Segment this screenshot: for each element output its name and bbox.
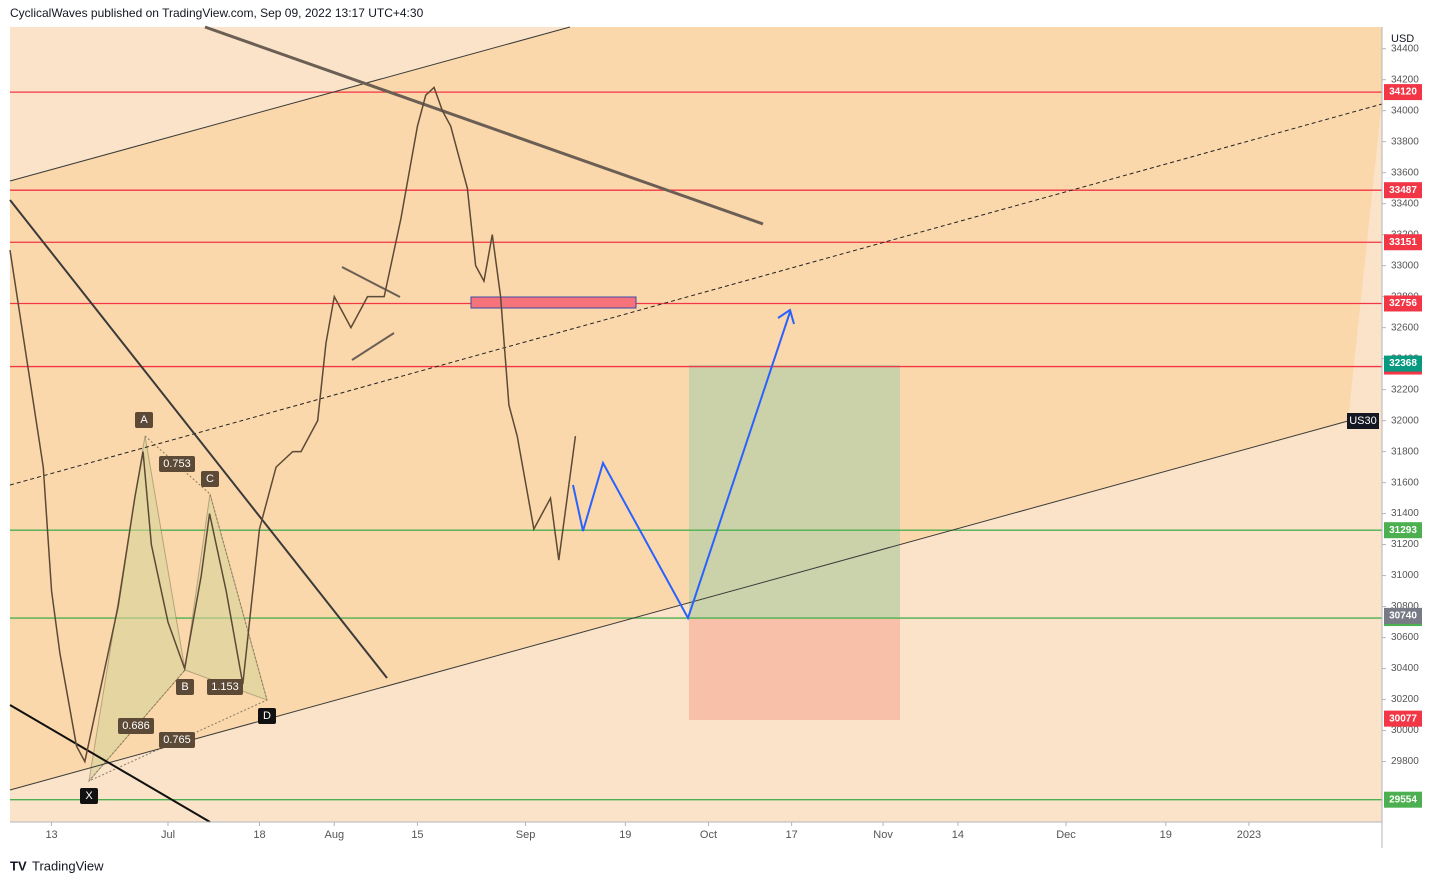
stop-zone <box>689 618 900 720</box>
y-tick-label: 30400 <box>1391 663 1419 674</box>
pattern-label-box <box>159 456 195 472</box>
pattern-label-box <box>159 732 195 748</box>
trend-line <box>204 25 764 226</box>
pattern-label: C <box>206 473 214 485</box>
currency: USD <box>1391 33 1414 45</box>
y-tick-label: 34200 <box>1391 74 1419 85</box>
y-tick-label: 32000 <box>1391 415 1419 426</box>
price-badge <box>1384 710 1422 727</box>
pattern-label: 0.753 <box>163 458 191 470</box>
price-badge <box>1384 607 1422 624</box>
y-tick-label: 34000 <box>1391 105 1419 116</box>
y-tick-label: 32600 <box>1391 322 1419 333</box>
x-tick-label: Jul <box>161 829 175 841</box>
x-tick-label: Nov <box>873 829 893 841</box>
header-title: CyclicalWaves published on TradingView.c… <box>10 6 424 20</box>
y-tick-label: 33400 <box>1391 198 1419 209</box>
pattern-label-box <box>207 679 243 695</box>
trend-line <box>9 199 388 679</box>
x-tick-label: Dec <box>1056 829 1076 841</box>
x-tick-label: 19 <box>1160 829 1172 841</box>
y-tick-label: 33600 <box>1391 167 1419 178</box>
price-badge-label: 30740 <box>1389 611 1417 622</box>
price-line <box>9 86 577 764</box>
symbol: US30 <box>1349 415 1377 427</box>
footer-brand: TradingView <box>32 858 104 873</box>
price-badge <box>1384 522 1422 539</box>
pattern-label: X <box>85 790 93 802</box>
x-tick-label: 2023 <box>1237 829 1261 841</box>
target-zone <box>689 365 900 618</box>
pattern-ratios <box>88 435 268 782</box>
x-tick-label: 15 <box>411 829 423 841</box>
x-tick-label: Sep <box>516 829 536 841</box>
price-badge <box>1384 234 1422 251</box>
y-tick-label: 33800 <box>1391 136 1419 147</box>
y-tick-label: 30800 <box>1391 601 1419 612</box>
pattern-label: A <box>140 414 148 426</box>
price-badge <box>1384 295 1422 312</box>
pattern-label: B <box>181 681 188 693</box>
y-tick-label: 31400 <box>1391 508 1419 519</box>
channel-lower <box>9 420 1349 791</box>
x-tick-label: Aug <box>325 829 345 841</box>
price-badge-label: 31293 <box>1389 525 1417 536</box>
price-badge-label: 30077 <box>1389 713 1417 724</box>
y-tick-label: 34400 <box>1391 43 1419 54</box>
x-tick-label: Oct <box>700 829 717 841</box>
price-badge-label: 34120 <box>1389 87 1417 98</box>
pattern-label: D <box>263 710 271 722</box>
price-badge-label: 32368 <box>1389 358 1417 369</box>
price-badge <box>1384 84 1422 101</box>
price-badge <box>1384 791 1422 808</box>
y-tick-label: 30200 <box>1391 694 1419 705</box>
y-tick-label: 30600 <box>1391 632 1419 643</box>
price-badge <box>1384 182 1422 199</box>
price-badge-label: 33487 <box>1389 185 1417 196</box>
projection-path <box>572 311 791 621</box>
x-tick-label: 13 <box>45 829 57 841</box>
y-tick-label: 32200 <box>1391 384 1419 395</box>
x-tick-label: 17 <box>785 829 797 841</box>
price-badge <box>1384 355 1422 372</box>
symbol-badge <box>1347 413 1379 429</box>
y-tick-label: 31600 <box>1391 477 1419 488</box>
price-badge-label: 32756 <box>1389 298 1417 309</box>
channel-upper <box>9 26 571 182</box>
pattern-label: 0.686 <box>122 720 150 732</box>
pattern-label-box <box>258 708 276 724</box>
zone-box <box>470 296 637 309</box>
pattern-label-box <box>118 718 154 734</box>
channel-mid <box>9 103 1383 486</box>
y-tick-label: 30000 <box>1391 725 1419 736</box>
y-tick-label: 31200 <box>1391 539 1419 550</box>
pattern-label-box <box>135 412 153 428</box>
price-badge-label: 29554 <box>1389 794 1417 805</box>
pattern-label-box <box>80 788 98 804</box>
trend-line <box>9 704 211 823</box>
y-tick-label: 31800 <box>1391 446 1419 457</box>
triangle-line <box>341 266 401 298</box>
triangle-line <box>351 332 395 361</box>
axes: 29800 30000 30200 30400 30600 30800 31000 31200… <box>45 43 1422 841</box>
projection-arrow <box>777 308 795 325</box>
y-tick-label: 33000 <box>1391 260 1419 271</box>
footer-logo: TV <box>10 858 27 873</box>
x-tick-label: 14 <box>952 829 964 841</box>
pattern-label: 1.153 <box>211 681 239 693</box>
x-tick-label: 19 <box>619 829 631 841</box>
x-tick-label: 18 <box>253 829 265 841</box>
price-badge-label: 33151 <box>1389 237 1417 248</box>
pattern-label-box <box>176 679 194 695</box>
pattern-label-box <box>201 471 219 487</box>
y-tick-label: 29800 <box>1391 756 1419 767</box>
pattern-label: 0.765 <box>163 734 191 746</box>
y-tick-label: 31000 <box>1391 570 1419 581</box>
